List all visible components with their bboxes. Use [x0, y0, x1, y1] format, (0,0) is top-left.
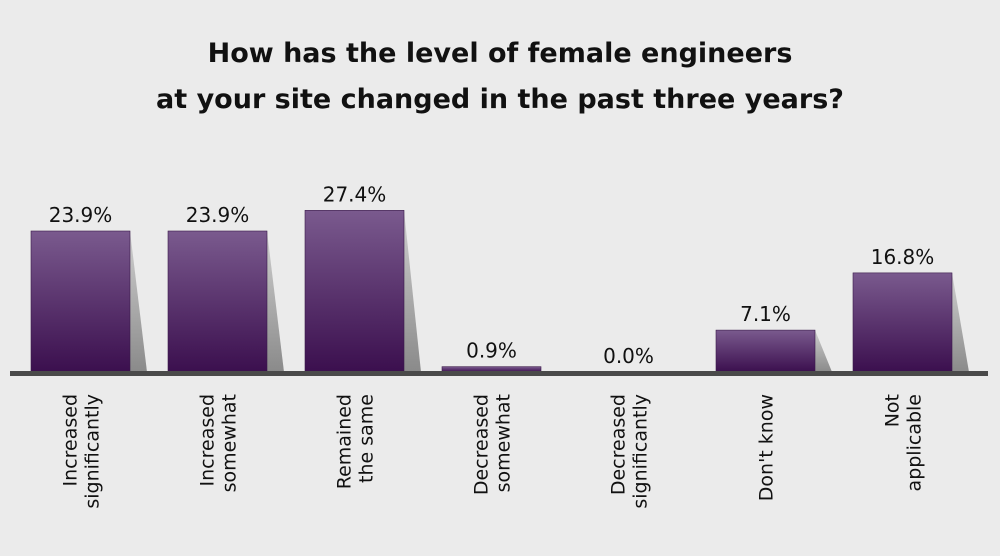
- bar-shadow: [815, 330, 832, 372]
- bar-shadow: [952, 272, 969, 372]
- bar: [715, 329, 816, 373]
- bar: [852, 272, 953, 373]
- value-label: 0.9%: [466, 339, 517, 363]
- chart-title-line-2: at your site changed in the past three y…: [156, 84, 844, 115]
- bar-shadow: [267, 231, 284, 372]
- category-label: Not: [882, 394, 904, 427]
- value-label: 0.0%: [603, 344, 654, 368]
- category-label: applicable: [904, 394, 926, 491]
- category-label: Remained: [334, 394, 356, 489]
- value-label: 7.1%: [740, 302, 791, 326]
- category-label: Increased: [60, 394, 82, 486]
- bar: [30, 230, 131, 373]
- bar-shadow: [130, 231, 147, 372]
- value-label: 23.9%: [186, 203, 250, 227]
- category-label: the same: [356, 394, 378, 483]
- value-label: 16.8%: [871, 245, 935, 269]
- bar-shadow: [404, 210, 421, 372]
- category-label: Decreased: [471, 394, 493, 495]
- category-label: Don't know: [756, 394, 778, 501]
- category-label: significantly: [630, 394, 652, 509]
- value-label: 27.4%: [323, 182, 387, 206]
- category-label: significantly: [82, 394, 104, 509]
- category-label: somewhat: [493, 394, 515, 492]
- category-label: somewhat: [219, 394, 241, 492]
- bar: [304, 210, 405, 373]
- category-label: Increased: [197, 394, 219, 486]
- chart-title-line-1: How has the level of female engineers: [208, 38, 793, 69]
- value-label: 23.9%: [49, 203, 113, 227]
- category-label: Decreased: [608, 394, 630, 495]
- x-axis-line: [10, 371, 988, 376]
- bar: [167, 230, 268, 373]
